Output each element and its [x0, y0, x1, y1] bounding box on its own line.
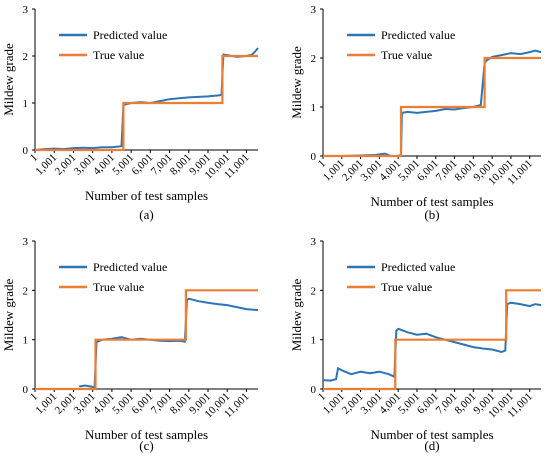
x-tick-label: 1	[28, 152, 40, 164]
x-tick-label: 6,001	[129, 152, 155, 178]
x-tick-label: 7,001	[149, 152, 175, 178]
series-line-true	[323, 289, 541, 391]
y-tick-label: 1	[311, 102, 317, 114]
y-tick-label: 2	[23, 285, 29, 297]
legend-label-predicted: Predicted value	[93, 28, 167, 42]
legend-label-true: True value	[381, 280, 432, 294]
series-line-true	[323, 56, 541, 158]
series-line-true	[35, 54, 258, 152]
chart-panel-4: 012311,0012,0013,0014,0015,0016,0017,001…	[289, 236, 542, 453]
x-tick-label: 4,001	[91, 152, 117, 178]
x-tick-label: 5,001	[110, 391, 136, 417]
series-line-predicted	[322, 301, 542, 382]
y-tick-label: 0	[23, 384, 29, 396]
chart-panel-3: 012311,0012,0013,0014,0015,0016,0017,001…	[1, 236, 259, 453]
y-axis-label: Mildew grade	[289, 46, 304, 119]
series-line-predicted	[79, 297, 259, 389]
y-tick-label: 0	[23, 145, 29, 157]
y-axis-label: Mildew grade	[289, 278, 304, 351]
y-tick-label: 1	[311, 335, 317, 347]
series-line-predicted	[34, 47, 259, 151]
y-tick-label: 2	[23, 51, 29, 63]
y-tick-label: 2	[311, 285, 317, 297]
series-line-true	[35, 289, 258, 391]
x-tick-label: 1	[316, 391, 328, 403]
panel-label: (d)	[424, 438, 439, 453]
y-tick-label: 3	[311, 4, 317, 16]
x-tick-label: 6,001	[129, 391, 155, 417]
x-tick-label: 4,001	[91, 391, 117, 417]
x-tick-label: 8,001	[168, 152, 194, 178]
x-tick-label: 5,001	[110, 152, 136, 178]
y-tick-label: 1	[23, 98, 29, 110]
x-axis-label: Number of test samples	[370, 194, 493, 209]
y-tick-label: 1	[23, 335, 29, 347]
x-axis-label: Number of test samples	[370, 427, 493, 442]
y-axis-label: Mildew grade	[1, 43, 16, 116]
x-tick-label: 1,001	[33, 391, 59, 417]
y-tick-label: 0	[311, 384, 317, 396]
panel-label: (c)	[139, 438, 153, 453]
y-axis-label: Mildew grade	[1, 278, 16, 351]
legend-label-true: True value	[93, 280, 144, 294]
y-tick-label: 0	[311, 151, 317, 163]
legend-label-predicted: Predicted value	[93, 260, 167, 274]
x-tick-label: 3,001	[72, 391, 98, 417]
panel-label: (a)	[139, 207, 153, 222]
y-tick-label: 3	[311, 236, 317, 248]
chart-panel-2: 012311,0012,0013,0014,0015,0016,0017,001…	[289, 4, 542, 222]
chart-panel-1: 012311,0012,0013,0014,0015,0016,0017,001…	[1, 4, 259, 222]
x-tick-label: 8,001	[168, 391, 194, 417]
y-tick-label: 3	[23, 236, 29, 248]
x-tick-label: 3,001	[72, 152, 98, 178]
x-axis-label: Number of test samples	[85, 427, 208, 442]
y-tick-label: 2	[311, 53, 317, 65]
x-tick-label: 1	[316, 158, 328, 170]
legend-label-true: True value	[93, 48, 144, 62]
x-tick-label: 2,001	[53, 152, 79, 178]
legend-label-predicted: Predicted value	[381, 260, 455, 274]
y-tick-label: 3	[23, 4, 29, 16]
legend-label-predicted: Predicted value	[381, 28, 455, 42]
x-tick-label: 1	[28, 391, 40, 403]
legend-label-true: True value	[381, 48, 432, 62]
x-tick-label: 1,001	[33, 152, 59, 178]
panel-label: (b)	[424, 207, 439, 222]
series-line-predicted	[323, 49, 542, 157]
x-axis-label: Number of test samples	[85, 188, 208, 203]
x-tick-label: 2,001	[53, 391, 79, 417]
x-tick-label: 7,001	[149, 391, 175, 417]
